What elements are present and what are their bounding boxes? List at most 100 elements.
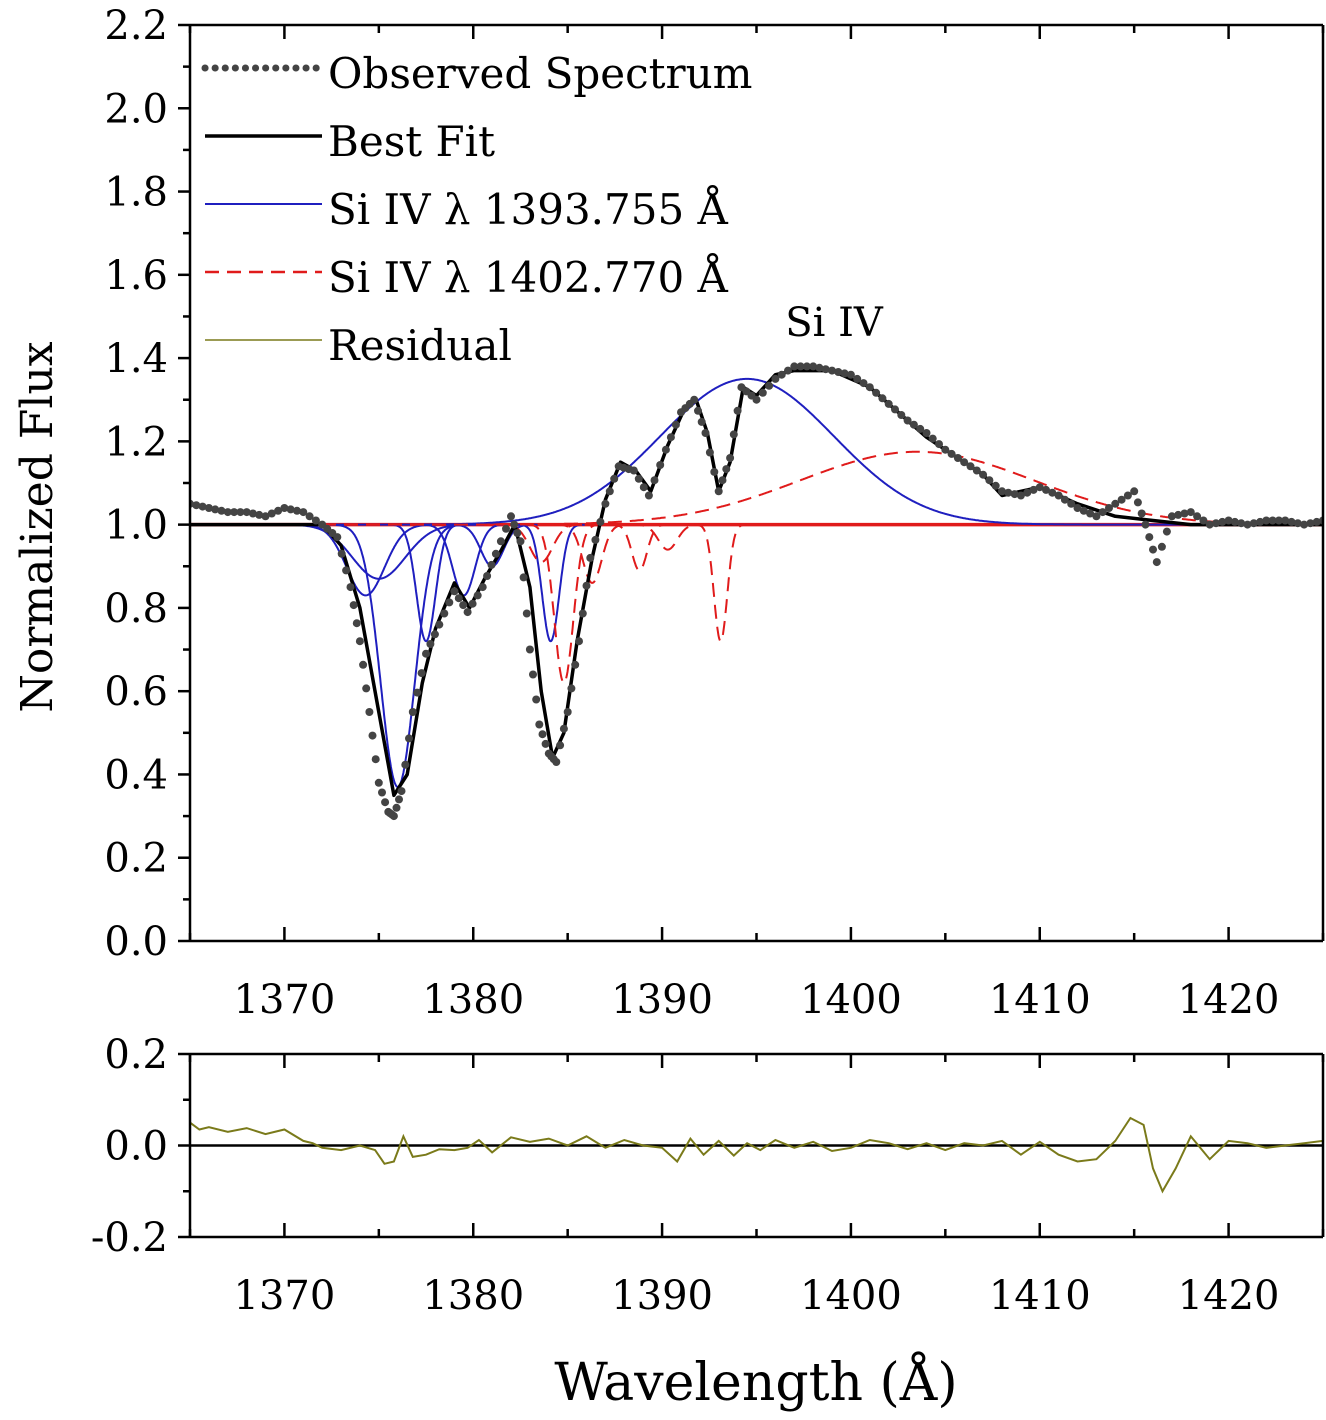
observed-point <box>1067 499 1076 508</box>
observed-point <box>1281 516 1290 525</box>
x-tick-label: 1390 <box>611 977 713 1023</box>
observed-point <box>884 399 893 408</box>
observed-point <box>979 470 988 479</box>
observed-point <box>483 572 492 580</box>
observed-point <box>846 370 855 379</box>
observed-point <box>601 499 610 508</box>
observed-point <box>1152 558 1161 567</box>
top-panel: 1370 1380 1390 1400 1410 1420 0.0 0.2 0.4 0.6 0.8 1… <box>12 3 1325 1023</box>
observed-point <box>417 669 426 678</box>
observed-point <box>722 465 731 474</box>
legend-label: Observed Spectrum <box>328 49 753 98</box>
observed-point <box>1117 495 1126 504</box>
observed-point <box>567 684 576 693</box>
observed-point <box>575 637 583 646</box>
observed-point <box>947 449 956 458</box>
observed-point <box>223 508 232 517</box>
observed-point <box>834 368 843 376</box>
observed-point <box>507 512 515 521</box>
observed-point <box>656 461 665 469</box>
observed-point <box>1186 508 1195 517</box>
observed-point <box>714 487 723 496</box>
y-tick-label: 1.2 <box>104 419 168 465</box>
observed-point <box>960 458 969 467</box>
observed-point <box>541 739 550 748</box>
observed-point <box>953 454 962 462</box>
observed-point <box>381 798 390 807</box>
y-tick-label: 0.8 <box>104 586 168 632</box>
observed-point <box>1167 512 1176 521</box>
observed-point <box>1145 533 1154 542</box>
observed-point <box>1274 516 1283 525</box>
si-iv-annotation: Si IV <box>785 300 884 346</box>
top-curves <box>190 362 1323 821</box>
observed-point <box>538 730 547 739</box>
si-iv-1393-absorption-1 <box>290 523 441 597</box>
si-iv-1402-absorption-6 <box>694 523 747 643</box>
observed-point <box>1149 545 1157 554</box>
observed-point <box>280 504 289 512</box>
observed-point <box>758 388 767 397</box>
observed-point <box>217 506 226 515</box>
observed-point <box>916 424 925 433</box>
legend-label: Residual <box>328 321 512 370</box>
observed-point <box>639 483 648 492</box>
observed-point <box>365 708 374 716</box>
observed-point <box>198 502 207 511</box>
observed-point <box>1105 504 1113 512</box>
observed-point <box>872 388 881 397</box>
y-tick-label: 1.6 <box>104 253 168 299</box>
x-tick-label: 1410 <box>989 1273 1091 1319</box>
observed-point <box>796 362 805 371</box>
observed-point <box>828 366 836 375</box>
observed-point <box>496 537 505 546</box>
si-iv-1393-absorption-7 <box>516 523 585 643</box>
y-tick-label: 0.0 <box>104 919 168 965</box>
observed-point <box>897 411 906 419</box>
si-iv-1402-absorption-2 <box>526 523 602 684</box>
observed-point <box>1237 519 1246 528</box>
observed-point <box>435 620 444 629</box>
observed-point <box>790 362 799 371</box>
observed-point <box>710 467 719 476</box>
x-tick-label: 1420 <box>1178 977 1280 1023</box>
observed-point <box>1205 520 1214 529</box>
observed-point <box>1243 520 1252 529</box>
observed-point <box>445 598 454 607</box>
observed-point <box>1073 504 1082 512</box>
observed-point <box>909 420 918 429</box>
observed-point <box>571 660 580 669</box>
observed-point <box>998 487 1006 496</box>
y-tick-label: 0.2 <box>104 836 168 882</box>
observed-point <box>729 430 738 439</box>
observed-point <box>522 609 531 618</box>
observed-point <box>491 549 500 558</box>
observed-point <box>502 524 510 533</box>
observed-point <box>346 583 355 592</box>
x-tick-label: 1400 <box>800 977 902 1023</box>
observed-point <box>1199 516 1208 525</box>
observed-point <box>1157 542 1166 551</box>
observed-point <box>525 645 534 654</box>
x-tick-label: 1370 <box>234 1273 336 1319</box>
observed-point <box>853 374 862 383</box>
observed-point <box>535 720 544 729</box>
observed-point <box>928 434 937 443</box>
observed-point <box>1137 509 1146 518</box>
observed-point <box>459 601 468 610</box>
observed-point <box>1010 490 1019 499</box>
observed-point <box>1218 517 1227 526</box>
observed-point <box>401 760 410 769</box>
x-tick-label: 1380 <box>422 1273 524 1319</box>
observed-point <box>374 778 383 787</box>
observed-point <box>1079 506 1088 515</box>
observed-point <box>809 362 818 371</box>
observed-point <box>487 560 496 569</box>
observed-point <box>286 505 295 514</box>
si-iv-1402-absorption-3 <box>554 523 630 584</box>
observed-point <box>408 708 417 716</box>
observed-point <box>690 395 699 404</box>
observed-point <box>922 429 931 437</box>
observed-point <box>236 508 245 517</box>
observed-point <box>650 476 659 485</box>
